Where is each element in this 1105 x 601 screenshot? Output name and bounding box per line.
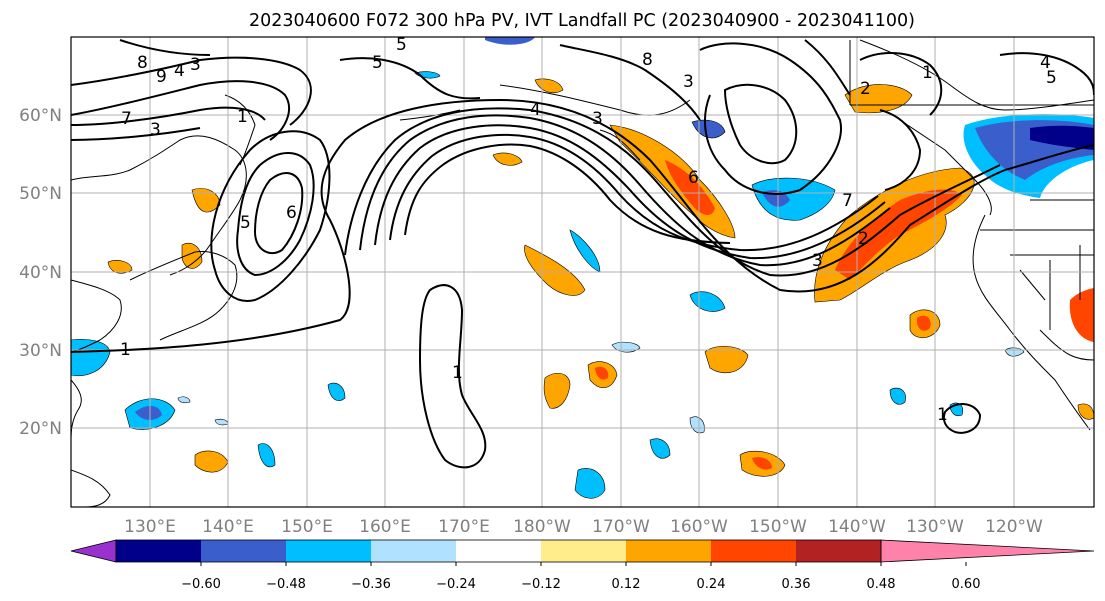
longitude-label: 170°E [438,517,490,537]
colorbar-tick-label: 0.36 [782,577,811,592]
contour-label: 2 [860,79,871,99]
contour-label: 3 [150,120,161,140]
latitude-label: 50°N [19,184,62,204]
colorbar-tick-label: −0.48 [266,577,306,592]
colorbar-tick-label: 0.60 [952,577,981,592]
contour-label: 8 [137,53,148,73]
contour-label: 1 [237,107,248,127]
longitude-labels: 130°E 140°E 150°E 160°E 170°E 180°W 170°W 160°W… [124,517,1043,537]
coastlines [71,39,1094,507]
colorbar-tick-label: 0.24 [697,577,726,592]
contour-label: 3 [190,55,201,75]
colorbar-segment [201,540,286,562]
colorbar-tick-label: 0.48 [867,577,896,592]
contour-label: 3 [592,109,603,129]
colorbar-segment [286,540,371,562]
colorbar-segment [626,540,711,562]
colorbar-tick-label: −0.60 [181,577,221,592]
colorbar-segment [796,540,881,562]
latitude-label: 30°N [19,341,62,361]
longitude-label: 120°W [985,517,1043,537]
contour-label: 1 [922,63,933,83]
colorbar: −0.60 −0.48 −0.36 −0.24 −0.12 0.12 0.24 0.36 0.4… [70,539,1095,592]
map-panel: 8 9 3 4 3 5 7 1 5 6 1 4 3 5 8 3 6 7 3 2 [19,35,1095,537]
latitude-label: 20°N [19,419,62,439]
longitude-label: 170°W [592,517,650,537]
colorbar-segment [711,540,796,562]
contour-label: 2 [858,229,869,249]
contour-label: 5 [1046,68,1057,88]
colorbar-segment [116,540,201,562]
longitude-label: 130°E [124,517,176,537]
pv-contours [71,39,1094,469]
graticule [71,37,1094,507]
colorbar-tick-label: −0.12 [521,577,561,592]
contour-label: 5 [372,53,383,73]
contour-labels: 8 9 3 4 3 5 7 1 5 6 1 4 3 5 8 3 6 7 3 2 [120,35,1057,425]
contour-label: 4 [530,100,541,120]
contour-label: 4 [1040,53,1051,73]
latitude-labels: 60°N 50°N 40°N 30°N 20°N [19,106,62,439]
contour-label: 8 [642,50,653,70]
contour-label: 7 [121,109,132,129]
colorbar-max-extension [880,539,1095,563]
longitude-label: 140°W [828,517,886,537]
colorbar-frame [115,539,882,563]
contour-label: 4 [174,61,185,81]
colorbar-tick-label: −0.36 [351,577,391,592]
contour-label: 1 [452,363,463,383]
contour-label: 1 [937,405,948,425]
contour-label: 6 [688,168,699,188]
contour-label: 3 [683,72,694,92]
contour-label: 1 [120,340,131,360]
longitude-label: 140°E [202,517,254,537]
map-frame [70,36,1095,508]
colorbar-segment [541,540,626,562]
longitude-label: 150°E [281,517,333,537]
longitude-label: 160°E [359,517,411,537]
contour-label: 5 [396,35,407,55]
contour-label: 9 [156,67,167,87]
contour-label: 3 [812,251,823,271]
longitude-label: 130°W [906,517,964,537]
contour-label: 5 [240,213,251,233]
colorbar-tick-label: −0.24 [436,577,476,592]
colorbar-min-extension [70,539,117,563]
colorbar-tick-label: 0.12 [612,577,641,592]
longitude-label: 160°W [670,517,728,537]
colorbar-segment [456,540,541,562]
colorbar-segment [371,540,456,562]
latitude-label: 60°N [19,106,62,126]
contour-label: 6 [286,203,297,223]
latitude-label: 40°N [19,263,62,283]
contour-label: 7 [842,191,853,211]
longitude-label: 150°W [749,517,807,537]
figure-title: 2023040600 F072 300 hPa PV, IVT Landfall… [249,11,915,31]
longitude-label: 180°W [513,517,571,537]
